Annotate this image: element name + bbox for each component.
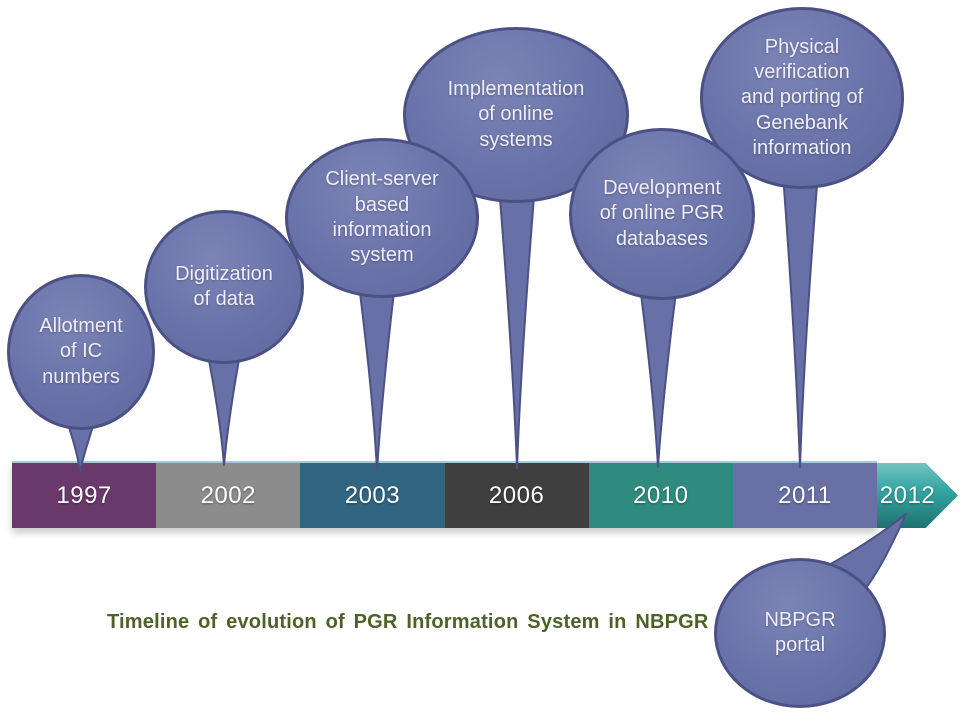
year-label-2003: 2003 (344, 481, 401, 509)
callout-bubble-1997: Allotment of IC numbers (7, 274, 155, 430)
year-label-2011: 2011 (778, 481, 832, 509)
slide-caption: Timeline of evolution of PGR Information… (107, 611, 709, 633)
callout-tail-2003 (358, 282, 396, 471)
timeline-segment-2011: 2011 (732, 463, 878, 528)
callout-bubble-2003: Client-server based information system (285, 138, 479, 298)
timeline-segment-2006: 2006 (444, 463, 589, 528)
timeline-bar: 1997 2002 2003 2006 2010 2011 (12, 461, 878, 528)
timeline-segment-1997: 1997 (12, 463, 157, 528)
callout-bubble-2012-portal: NBPGR portal (714, 558, 886, 708)
timeline-segment-2010: 2010 (588, 463, 733, 528)
year-label-2012: 2012 (879, 481, 936, 509)
year-label-1997: 1997 (56, 481, 112, 509)
year-label-2010: 2010 (633, 481, 689, 509)
year-label-2002: 2002 (200, 481, 256, 509)
timeline-segment-2002: 2002 (156, 463, 301, 528)
year-label-2006: 2006 (488, 481, 545, 509)
callout-tail-2011 (782, 171, 819, 468)
callout-tail-2006 (498, 183, 536, 469)
callout-bubble-2002: Digitization of data (144, 210, 304, 364)
callout-bubble-2010: Development of online PGR databases (569, 128, 755, 300)
timeline-segment-2003: 2003 (300, 463, 445, 528)
callout-tail-2010 (639, 283, 678, 468)
timeline-segment-2012-arrow: 2012 (877, 463, 958, 528)
